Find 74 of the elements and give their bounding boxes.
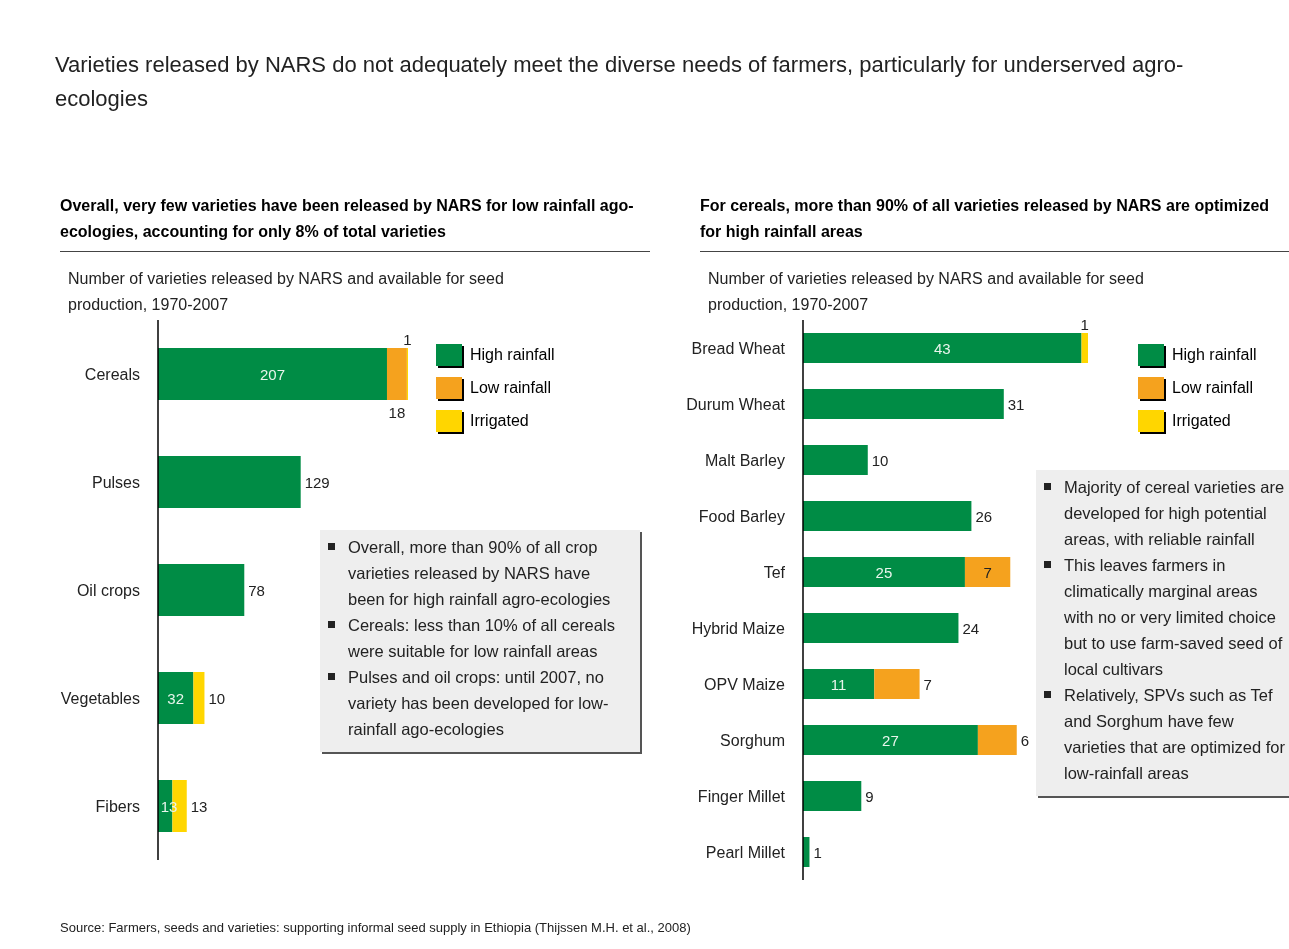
chart-subtitle: Overall, very few varieties have been released by NARS for low rainfall ago-ecologies, accounting for only 8% of total varieties [60, 193, 650, 252]
annotation: Pulses and oil crops: until 2007, no variety has been developed for low-rainfall ago-ecologies [348, 667, 610, 740]
text: Varieties released by NARS do not adequately meet the diverse needs of farmers, particularly for underserved agro-ecologies [55, 51, 1185, 113]
y-tick-label: Food Barley [698, 507, 785, 525]
legend-label: Irrigated [1172, 411, 1231, 430]
bar [158, 348, 387, 400]
y-tick-label: Sorghum [720, 731, 785, 749]
annotation: Cereals: less than 10% of all cereals were suitable for low rainfall areas [348, 615, 616, 662]
data-label: 27 [882, 731, 899, 749]
y-tick-label: Cereals [84, 365, 140, 383]
bar [1081, 333, 1088, 363]
y-tick-label: OPV Maize [704, 675, 786, 693]
bar [803, 445, 868, 475]
data-label: 207 [259, 365, 286, 383]
bar [193, 672, 205, 724]
bar [803, 669, 875, 699]
bar [874, 669, 920, 699]
legend-label: High rainfall [470, 345, 555, 364]
bar [158, 456, 301, 508]
y-tick-label: Tef [763, 563, 786, 581]
x-axis-title: Number of varieties released by NARS and available for seed production, 1970-2007 [708, 270, 1144, 313]
data-label: 129 [304, 473, 330, 491]
data-label: 26 [975, 507, 993, 525]
y-tick-label: Pulses [91, 473, 140, 491]
bar [158, 564, 245, 616]
bar [803, 725, 978, 755]
annotation: Relatively, SPVs such as Tef and Sorghum have few varieties that are optimized for low-rainfall areas [1064, 685, 1287, 784]
bar [386, 348, 407, 400]
y-tick-label: Oil crops [76, 581, 140, 599]
bar [803, 501, 972, 531]
legend-label: Low rainfall [1172, 378, 1253, 397]
data-label: 10 [871, 451, 889, 469]
data-label: 6 [1020, 731, 1030, 749]
y-tick-label: Durum Wheat [686, 395, 786, 413]
bar [803, 781, 862, 811]
data-label: 1 [403, 330, 412, 348]
annotation: Overall, more than 90% of all crop varieties released by NARS have been for high rainfall agro-ecologies [348, 537, 612, 610]
data-label: 1 [813, 843, 822, 861]
bar [964, 557, 1011, 587]
annotation: This leaves farmers in climatically marginal areas with no or very limited choice but to use farm-saved seed of local cultivars [1064, 555, 1284, 680]
bar [803, 333, 1082, 363]
data-label: 25 [875, 563, 893, 581]
legend-label: Irrigated [470, 411, 529, 430]
annotation: Majority of cereal varieties are developed for high potential areas, with reliable rainfall [1064, 477, 1286, 550]
data-label: 31 [1007, 395, 1025, 413]
y-tick-label: Hybrid Maize [691, 619, 786, 637]
x-axis-title: Number of varieties released by NARS and available for seed production, 1970-2007 [68, 269, 505, 315]
data-label: 32 [167, 689, 185, 707]
y-tick-label: Pearl Millet [705, 843, 786, 861]
data-label: 7 [983, 563, 992, 581]
data-label: 24 [962, 619, 980, 637]
data-label: 10 [208, 689, 226, 707]
data-label: 43 [933, 339, 951, 357]
data-label: 9 [865, 787, 874, 805]
data-label: 78 [248, 581, 265, 599]
chart-subtitle: For cereals, more than 90% of all varieties released by NARS are optimized for high rainfall areas [700, 193, 1289, 252]
data-label: 11 [830, 675, 847, 693]
legend-label: High rainfall [1172, 345, 1257, 364]
y-tick-label: Bread Wheat [691, 339, 786, 357]
bar [158, 672, 194, 724]
bar [803, 557, 965, 587]
bar [803, 389, 1004, 419]
bar [803, 613, 959, 643]
y-tick-label: Vegetables [60, 689, 140, 707]
data-label: 13 [190, 797, 208, 815]
data-label: 18 [388, 403, 406, 421]
bar [977, 725, 1017, 755]
data-label: 1 [1080, 315, 1089, 333]
y-tick-label: Finger Millet [697, 787, 786, 805]
legend-label: Low rainfall [470, 378, 551, 397]
y-tick-label: Malt Barley [704, 451, 785, 469]
data-label: 7 [923, 675, 932, 693]
y-tick-label: Fibers [95, 797, 140, 815]
source-note: Source: Farmers, seeds and varieties: supporting informal seed supply in Ethiopia (Thijssen M.H. et al., 2008) [60, 920, 691, 935]
